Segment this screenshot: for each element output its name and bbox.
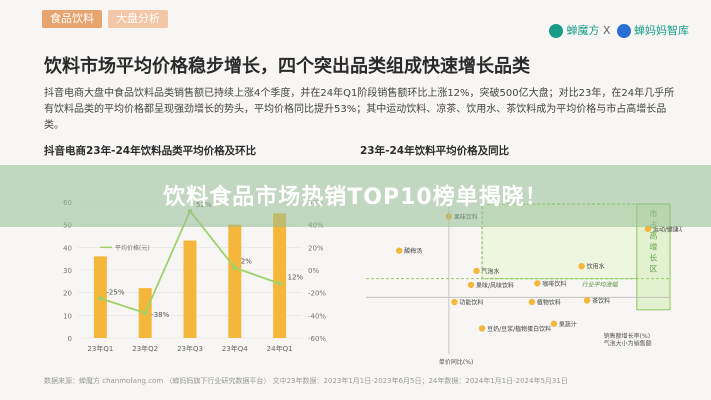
point-label: 咖啡饮料 [542, 280, 566, 288]
y-left-tick-label: 40 [63, 244, 72, 252]
chanmama-logo-icon [617, 24, 631, 38]
scatter-point [478, 325, 486, 332]
scatter-point [395, 247, 403, 254]
chart1-title: 抖音电商23年-24年饮料品类平均价格及环比 [44, 145, 257, 157]
line-point [232, 265, 237, 270]
x-axis-label: 销售额增长率(%) [604, 332, 650, 340]
brand-right: 蝉妈妈智库 [634, 24, 689, 37]
category-tag: 食品饮料 [42, 10, 102, 28]
x-tick-label: 23年Q4 [222, 344, 248, 353]
description: 抖音电商大盘中食品饮料品类销售额已持续上涨4个季度，并在24年Q1阶段销售额环比… [44, 88, 675, 131]
zone-label-char: 长 [649, 252, 657, 262]
point-label: 功能饮料 [459, 299, 483, 307]
line-point [143, 310, 148, 316]
data-label: 2% [241, 258, 252, 266]
x-tick-label: 23年Q3 [177, 344, 203, 353]
chart2-title: 23年-24年饮料平均价格及同比 [360, 145, 510, 157]
bar [273, 213, 287, 338]
brand-left: 蝉魔方 [566, 24, 600, 37]
brand-separator: X [602, 24, 611, 37]
point-label: 果蔬汁 [559, 320, 577, 328]
scatter-point [528, 298, 536, 306]
scatter-point [583, 297, 591, 304]
scatter-point [534, 280, 541, 287]
avg-line-label: 行业平均涨幅 [582, 280, 619, 288]
point-label: 植物饮料 [537, 299, 561, 307]
data-source-footer: 数据来源：蝉魔方 chanmofang.com （蝉妈妈旗下行业研究数据平台） … [44, 377, 568, 385]
point-label: 茶饮料 [592, 297, 610, 305]
chanmofang-logo-icon [549, 24, 564, 38]
data-label: 12% [288, 274, 304, 282]
chart2-scatter: 市占高增长区行业平均涨幅酸梅汤果味饮料运动/健康功能饮料饮用水气泡水果味/风味饮… [366, 203, 682, 366]
y-axis-label: 单价同比(%) [439, 358, 473, 366]
scatter-point [467, 281, 475, 289]
point-label: 气泡水 [482, 267, 500, 275]
point-label: 运动/健康功能饮料 [653, 225, 682, 233]
y-right-tick-label: -60% [308, 335, 326, 343]
chart1-bar-line: 605040302010060%40%20%0%-20%-40%-60%23年Q… [63, 199, 326, 353]
section-tag: 大盘分析 [108, 10, 168, 28]
zone-label-char: 增 [649, 241, 657, 251]
y-right-tick-label: 20% [308, 244, 324, 252]
y-left-tick-label: 10 [63, 312, 72, 320]
banner-overlay [0, 165, 711, 227]
y-left-tick-label: 20 [63, 290, 72, 298]
y-right-tick-label: -20% [308, 290, 326, 298]
scatter-point [644, 225, 652, 233]
banner-headline: 饮料食品市场热销TOP10榜单揭晓！ [163, 185, 548, 210]
x-tick-label: 24年Q1 [267, 344, 293, 353]
x-tick-label: 23年Q1 [87, 344, 113, 353]
top-bar: 食品饮料 大盘分析 蝉魔方 X 蝉妈妈智库 [0, 0, 711, 38]
scatter-point [473, 267, 480, 275]
y-left-tick-label: 0 [68, 335, 72, 343]
bar [183, 240, 197, 338]
zone-label-char: 区 [649, 264, 657, 273]
scatter-point [451, 298, 458, 306]
zone-label-char: 高 [649, 230, 657, 240]
data-label: -38% [151, 311, 169, 319]
point-label: 果味/风味饮料 [476, 281, 514, 289]
bar [228, 224, 242, 338]
scatter-point [550, 320, 558, 327]
point-label: 酸梅汤 [404, 247, 422, 255]
y-right-tick-label: -40% [308, 312, 326, 320]
line-point [98, 296, 103, 301]
y-right-tick-label: 0% [308, 267, 319, 275]
scatter-point [578, 263, 585, 270]
legend-label: 平均价格(元) [115, 244, 150, 252]
point-label: 饮用水 [587, 263, 605, 271]
y-left-tick-label: 30 [63, 267, 72, 275]
point-label: 豆奶/豆浆/植物蛋白饮料 [487, 325, 551, 333]
data-label: -25% [106, 288, 124, 296]
brand-logos: 蝉魔方 X 蝉妈妈智库 [549, 22, 689, 38]
page-title: 饮料市场平均价格稳步增长，四个突出品类组成快速增长品类 [44, 56, 530, 77]
x-tick-label: 23年Q2 [132, 344, 158, 353]
bubble-note: 气泡大小为销售额 [604, 340, 652, 348]
line-point [277, 281, 282, 286]
